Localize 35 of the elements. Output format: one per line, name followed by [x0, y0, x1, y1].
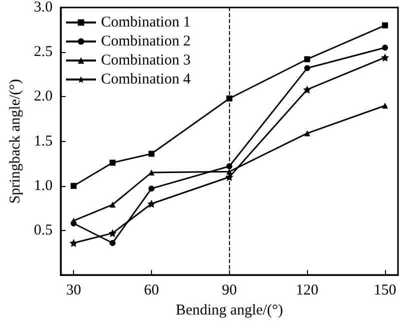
- point: [148, 150, 154, 157]
- point: [382, 44, 388, 51]
- point: [382, 22, 388, 28]
- legend-label: Combination 2: [101, 34, 191, 50]
- x-tick-label: 120: [296, 282, 318, 299]
- point: [147, 200, 156, 208]
- y-tick-label: 2.5: [34, 44, 53, 60]
- legend-label: Combination 4: [101, 72, 192, 88]
- point: [110, 160, 116, 166]
- x-tick-label: 150: [374, 282, 396, 299]
- y-tick-label: 0.5: [34, 222, 53, 238]
- point: [381, 53, 390, 62]
- legend-label: Combination 1: [101, 14, 191, 30]
- point: [108, 229, 117, 238]
- x-axis-title: Bending angle/(°): [176, 302, 283, 318]
- x-tick-label: 90: [222, 282, 237, 299]
- y-tick-label: 3.0: [34, 0, 53, 16]
- point: [70, 218, 77, 224]
- y-axis-title: Springback angle/(°): [8, 78, 24, 204]
- point: [304, 56, 310, 62]
- point: [304, 130, 310, 136]
- point: [382, 102, 388, 109]
- legend-label: Combination 3: [101, 52, 191, 68]
- point: [304, 65, 310, 72]
- point: [110, 202, 116, 208]
- y-tick-label: 1.5: [34, 133, 53, 150]
- point: [110, 240, 116, 246]
- point: [70, 238, 78, 247]
- x-tick-label: 60: [144, 282, 159, 299]
- y-tick-label: 2.0: [34, 88, 53, 105]
- y-tick-label: 1.0: [34, 178, 53, 194]
- point: [303, 86, 312, 94]
- point: [148, 186, 154, 192]
- point: [70, 182, 77, 189]
- x-tick-label: 30: [66, 282, 82, 299]
